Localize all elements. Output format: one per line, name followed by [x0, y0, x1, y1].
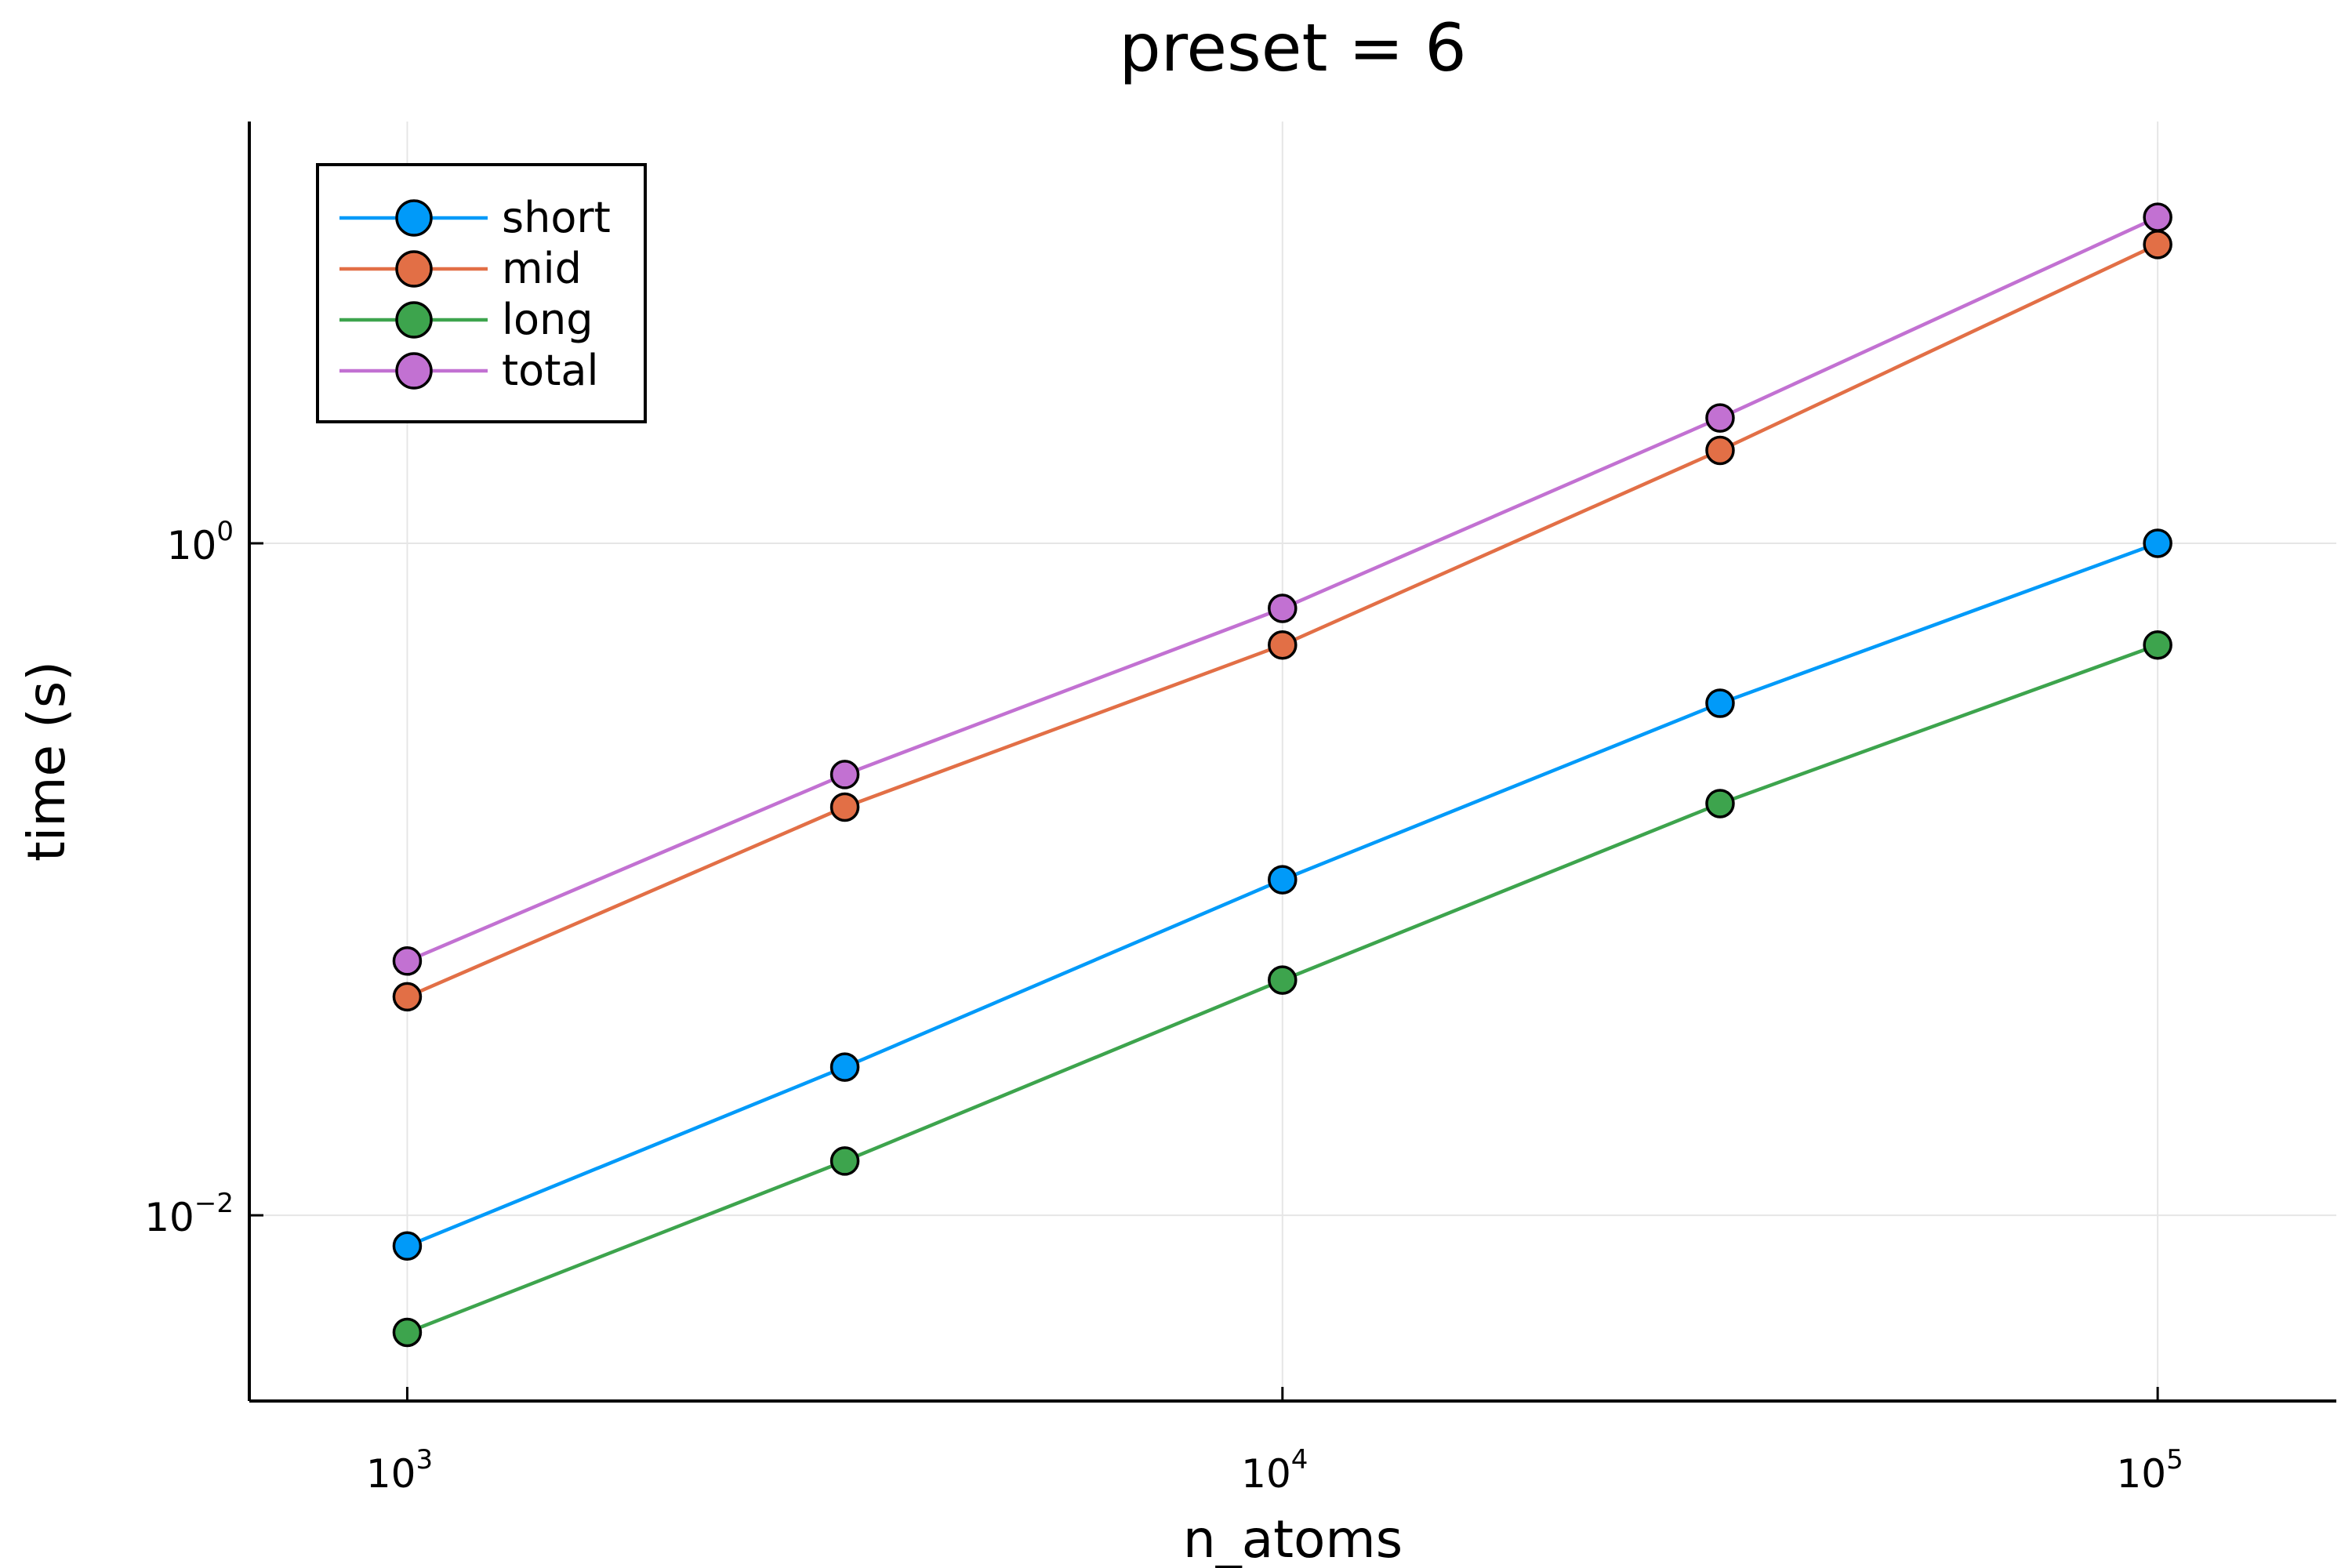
legend-item-long: long [339, 295, 593, 344]
series-mid [392, 230, 2172, 1012]
data-point-short [829, 1052, 860, 1082]
data-point-total [829, 760, 860, 789]
data-point-mid [392, 982, 423, 1012]
data-point-total [392, 946, 423, 976]
series-short [392, 528, 2172, 1261]
x-axis-label: n_atoms [1183, 1509, 1403, 1568]
y-tick-label: 100 [167, 516, 234, 568]
data-point-mid [2143, 230, 2172, 260]
data-point-long [2143, 630, 2172, 660]
data-point-long [1268, 965, 1298, 995]
legend-marker [395, 301, 433, 339]
y-axis-label: time (s) [16, 661, 77, 862]
legend-label: short [502, 193, 611, 242]
y-tick-base: 10 [144, 1195, 194, 1240]
data-point-short [2143, 528, 2172, 558]
series-total [392, 202, 2172, 976]
x-tick-base: 10 [366, 1451, 416, 1497]
data-point-long [392, 1317, 423, 1348]
x-tick-base: 10 [2116, 1451, 2166, 1497]
legend-item-mid: mid [339, 244, 582, 293]
data-point-total [1705, 403, 1735, 433]
data-point-short [392, 1231, 423, 1261]
series-long [392, 630, 2172, 1348]
data-point-mid [829, 792, 860, 822]
legend-label: total [502, 346, 598, 395]
data-point-long [1705, 789, 1735, 818]
legend-marker [395, 250, 433, 288]
x-ticks: 103 104 105 [366, 1387, 2183, 1497]
x-tick-label: 104 [1241, 1444, 1308, 1497]
data-point-total [2143, 202, 2172, 232]
x-tick-exponent: 3 [416, 1444, 433, 1475]
data-point-long [829, 1146, 860, 1176]
legend-box [316, 163, 647, 423]
y-tick-exponent: 0 [216, 516, 234, 547]
x-tick-label: 105 [2116, 1444, 2183, 1497]
legend-label: mid [502, 244, 582, 293]
series [392, 202, 2172, 1348]
data-point-short [1705, 688, 1735, 718]
legend-label: long [502, 295, 593, 344]
x-tick-base: 10 [1241, 1451, 1291, 1497]
x-tick-exponent: 5 [2166, 1444, 2183, 1475]
y-tick-exponent: −2 [194, 1188, 234, 1219]
chart-title: preset = 6 [1119, 9, 1466, 86]
data-point-mid [1268, 630, 1298, 660]
legend-marker [395, 352, 433, 390]
x-tick-label: 103 [366, 1444, 433, 1497]
data-point-total [1268, 593, 1298, 623]
x-tick-exponent: 4 [1291, 1444, 1308, 1475]
y-tick-label: 10−2 [144, 1188, 234, 1240]
axes [248, 122, 2336, 1403]
data-point-mid [1705, 435, 1735, 466]
y-tick-base: 10 [167, 523, 217, 568]
data-point-short [1268, 865, 1298, 895]
legend-item-total: total [339, 346, 598, 395]
legend-item-short: short [339, 193, 611, 242]
legend-marker [395, 199, 433, 237]
